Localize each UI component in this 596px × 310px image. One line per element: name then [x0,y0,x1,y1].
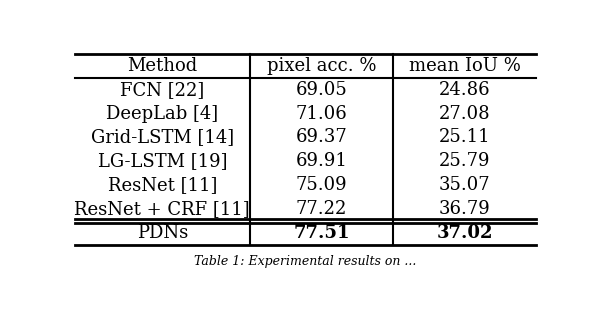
Text: 27.08: 27.08 [439,104,491,122]
Text: 35.07: 35.07 [439,176,491,194]
Text: Table 1: Experimental results on ...: Table 1: Experimental results on ... [194,255,417,268]
Text: 69.05: 69.05 [296,81,347,99]
Text: 25.79: 25.79 [439,152,491,170]
Text: 71.06: 71.06 [296,104,347,122]
Text: mean IoU %: mean IoU % [409,57,521,75]
Text: Method: Method [127,57,197,75]
Text: 75.09: 75.09 [296,176,347,194]
Text: 77.51: 77.51 [293,224,350,242]
Text: 36.79: 36.79 [439,200,491,218]
Text: PDNs: PDNs [136,224,188,242]
Text: 25.11: 25.11 [439,128,491,146]
Text: LG-LSTM [19]: LG-LSTM [19] [98,152,227,170]
Text: ResNet [11]: ResNet [11] [107,176,217,194]
Text: 24.86: 24.86 [439,81,491,99]
Text: DeepLab [4]: DeepLab [4] [106,104,218,122]
Text: 77.22: 77.22 [296,200,347,218]
Text: pixel acc. %: pixel acc. % [267,57,376,75]
Text: 69.37: 69.37 [296,128,347,146]
Text: 69.91: 69.91 [296,152,347,170]
Text: FCN [22]: FCN [22] [120,81,204,99]
Text: ResNet + CRF [11]: ResNet + CRF [11] [74,200,250,218]
Text: Grid-LSTM [14]: Grid-LSTM [14] [91,128,234,146]
Text: 37.02: 37.02 [436,224,493,242]
